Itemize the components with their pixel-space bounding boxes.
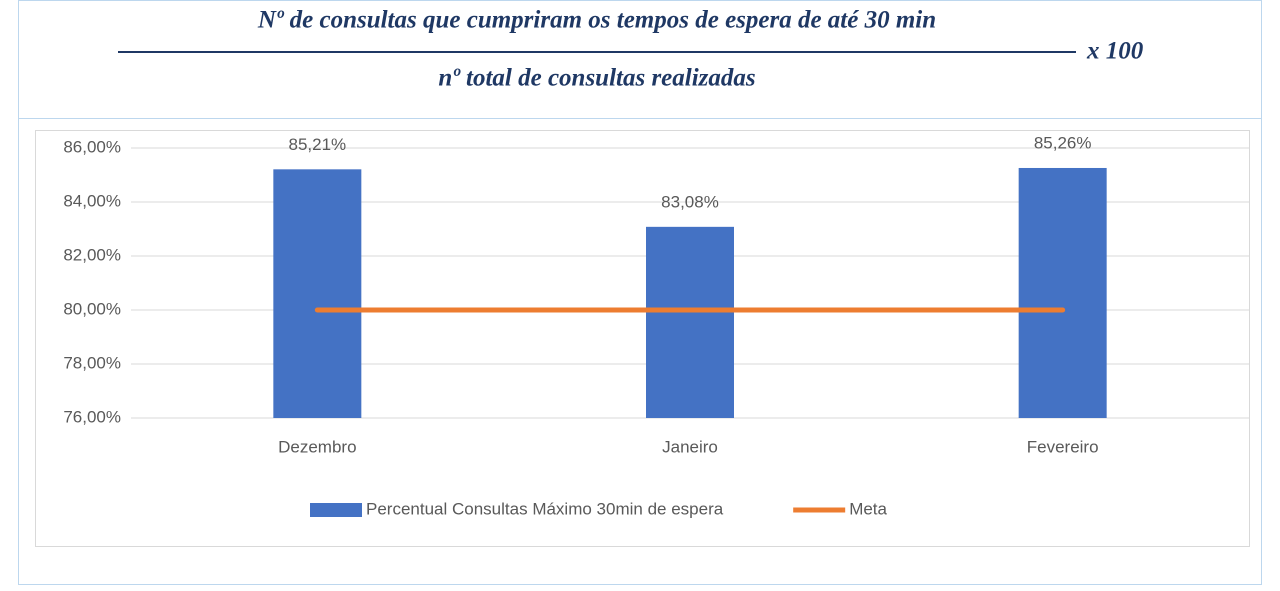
x-tick-label: Fevereiro	[1027, 437, 1099, 456]
legend-swatch	[310, 503, 362, 517]
outer-frame	[18, 0, 1262, 585]
y-tick-label: 76,00%	[63, 407, 121, 426]
y-tick-label: 84,00%	[63, 191, 121, 210]
y-tick-label: 78,00%	[63, 353, 121, 372]
data-label: 85,26%	[1034, 133, 1092, 152]
formula-numerator: Nº de consultas que cumpriram os tempos …	[257, 7, 936, 34]
x-tick-label: Dezembro	[278, 437, 356, 456]
x-tick-label: Janeiro	[662, 437, 718, 456]
legend-label: Percentual Consultas Máximo 30min de esp…	[366, 499, 724, 518]
data-label: 85,21%	[288, 135, 346, 154]
y-tick-label: 80,00%	[63, 299, 121, 318]
bar	[1018, 167, 1107, 418]
legend-label: Meta	[849, 499, 887, 518]
data-label: 83,08%	[661, 192, 719, 211]
bar	[646, 226, 734, 418]
formula-multiplier: x 100	[1086, 38, 1144, 65]
formula-denominator: nº total de consultas realizadas	[438, 65, 755, 92]
y-tick-label: 86,00%	[63, 137, 121, 156]
y-tick-label: 82,00%	[63, 245, 121, 264]
bar	[273, 169, 362, 418]
